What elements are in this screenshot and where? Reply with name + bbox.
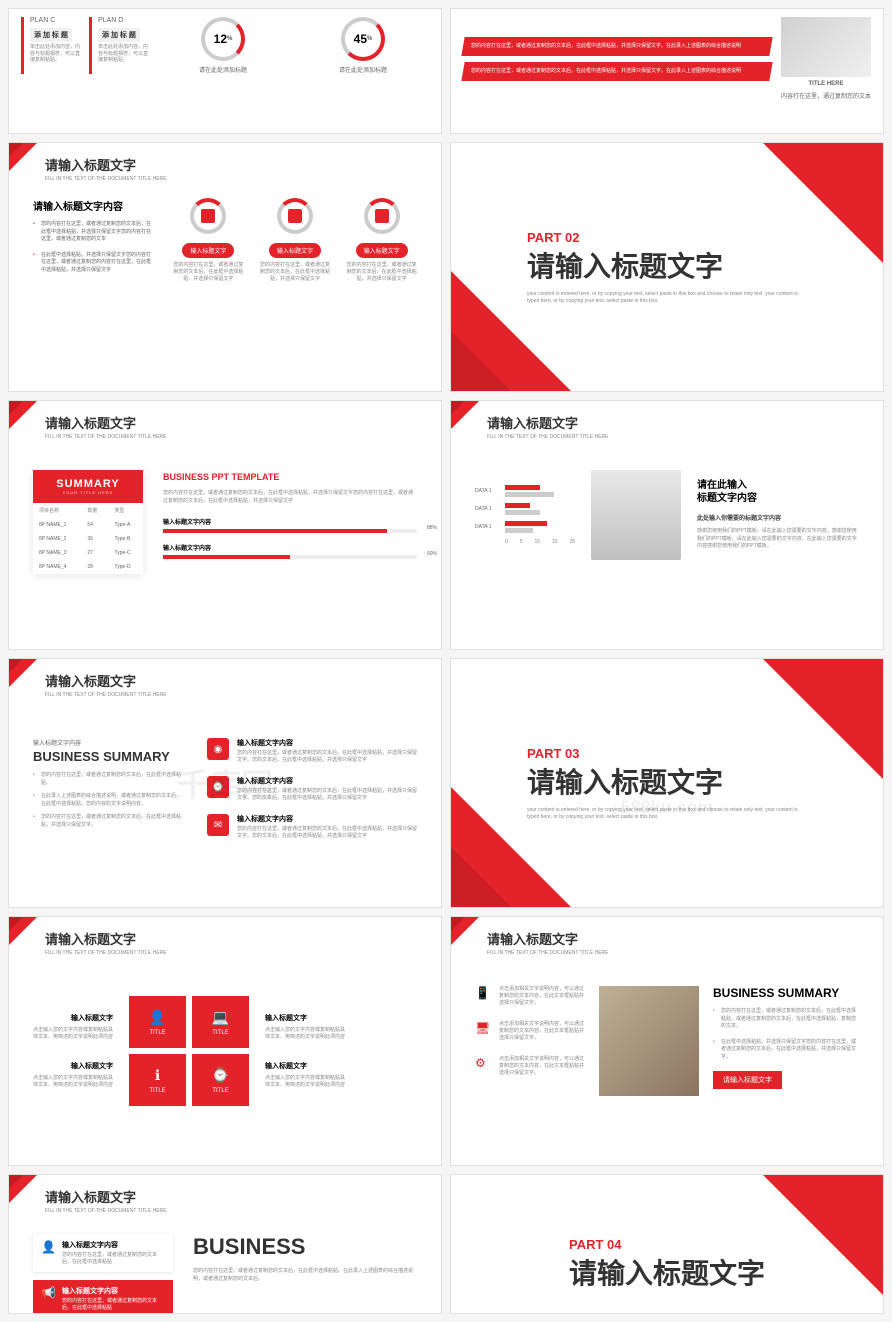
plan-c: PLAN C 添 加 标 题 单击此处添加内容，内容与标题相符，可以直接复制粘贴… [21, 17, 81, 74]
slide-title: 请输入标题文字 [487, 929, 883, 948]
corner-triangle [9, 143, 37, 171]
tile: ℹTITLE [129, 1054, 186, 1106]
slide-9-tile-grid: 请输入标题文字 FILL IN THE TEXT OF THE DOCUMENT… [8, 916, 442, 1166]
red-paragraph: 您的内容打在这里，或者通过复制您的文本后，在此框中选择粘贴，并选择只保留文字。在… [461, 37, 772, 56]
mail-icon: ✉ [207, 814, 229, 836]
monitor-icon: 🖥 [475, 1021, 493, 1039]
person-icon: 👤 [41, 1240, 56, 1254]
slide-5-summary-table: 请输入标题文字 FILL IN THE TEXT OF THE DOCUMENT… [8, 400, 442, 650]
summary-table: 项目名称数量类型 8P NAME_154Type-A 8P NAME_236Ty… [33, 503, 143, 574]
triangle-top-right [763, 143, 883, 263]
phone-icon: 📱 [475, 986, 493, 1004]
home-icon [201, 209, 215, 223]
clock-icon: ⌚ [207, 776, 229, 798]
triangle-bottom-left [451, 271, 571, 391]
title-button: 请输入标题文字 [713, 1071, 782, 1089]
triangle-bottom-left [451, 787, 571, 907]
slide-7-business-summary: 请输入标题文字 FILL IN THE TEXT OF THE DOCUMENT… [8, 658, 442, 908]
donut-45: 45% 请在此处添加标题 [297, 17, 429, 74]
triangle-top-right [763, 659, 883, 779]
target-icon: ◉ [207, 738, 229, 760]
laptop-image-block: TITLE HERE 内容打在这里，通过复制您的文本 [781, 17, 871, 100]
horizontal-bar-chart: DATA 1 DATA 1 DATA 1 05101520 [475, 485, 575, 545]
corner-triangle [9, 659, 37, 687]
red-paragraph: 您的内容打在这里，或者通过复制您的文本后，在此框中选择粘贴，并选择只保留文字。在… [461, 62, 772, 81]
slide-title: 请输入标题文字 [45, 929, 441, 948]
edit-icon [288, 209, 302, 223]
slide-6-barchart: 请输入标题文字 FILL IN THE TEXT OF THE DOCUMENT… [450, 400, 884, 650]
section-part-04: PART 04 请输入标题文字 [450, 1174, 884, 1314]
megaphone-icon: 📢 [41, 1286, 56, 1300]
tile: 👤TITLE [129, 996, 186, 1048]
corner-triangle [9, 401, 37, 429]
corner-triangle [9, 917, 37, 945]
clock-icon: ⌚ [212, 1067, 229, 1084]
tile: ⌚TITLE [192, 1054, 249, 1106]
slide-title: 请输入标题文字 [45, 1187, 441, 1206]
slide-title: 请输入标题文字 [45, 413, 441, 432]
section-part-02: PART 02 请输入标题文字 your content is entered … [450, 142, 884, 392]
slide-title: 请输入标题文字 [487, 413, 883, 432]
info-box-white: 👤输入标题文字内容您的内容打在这里，或者通过复制您的文本后，在此框中选择粘贴 [33, 1234, 173, 1272]
laptop-image [781, 17, 871, 77]
slide-11-business-boxes: 请输入标题文字 FILL IN THE TEXT OF THE DOCUMENT… [8, 1174, 442, 1314]
summary-card: SUMMARY YOUR TITLE HERE 项目名称数量类型 8P NAME… [33, 470, 143, 574]
donut-12: 12% 请在此处添加标题 [157, 17, 289, 74]
plan-d: PLAN D 添 加 标 题 单击此处添加内容，内容与标题相符，可以直接复制粘贴… [89, 17, 149, 74]
slide-3-three-donuts: 请输入标题文字 FILL IN THE TEXT OF THE DOCUMENT… [8, 142, 442, 392]
info-icon: ℹ [155, 1067, 160, 1084]
info-box-red: 📢输入标题文字内容您的内容打在这里，或者通过复制您的文本后，在此框中选择粘贴 [33, 1280, 173, 1314]
building-image [599, 986, 699, 1096]
slide-1-plans: PLAN C 添 加 标 题 单击此处添加内容，内容与标题相符，可以直接复制粘贴… [8, 8, 442, 134]
tile: 💻TITLE [192, 996, 249, 1048]
slide-2-redboxes: 您的内容打在这里，或者通过复制您的文本后，在此框中选择粘贴，并选择只保留文字。在… [450, 8, 884, 134]
person-icon: 👤 [149, 1009, 166, 1026]
gear-icon: ⚙ [475, 1056, 493, 1074]
slide-10-icon-list-image: 请输入标题文字 FILL IN THE TEXT OF THE DOCUMENT… [450, 916, 884, 1166]
slide-title: 请输入标题文字 [45, 155, 441, 174]
corner-triangle [451, 401, 479, 429]
contact-icon [375, 209, 389, 223]
interior-image [591, 470, 681, 560]
slide-title: 请输入标题文字 [45, 671, 441, 690]
triangle-top-right [763, 1175, 883, 1295]
corner-triangle [9, 1175, 37, 1203]
laptop-icon: 💻 [212, 1009, 229, 1026]
section-part-03: PART 03 请输入标题文字 your content is entered … [450, 658, 884, 908]
corner-triangle [451, 917, 479, 945]
